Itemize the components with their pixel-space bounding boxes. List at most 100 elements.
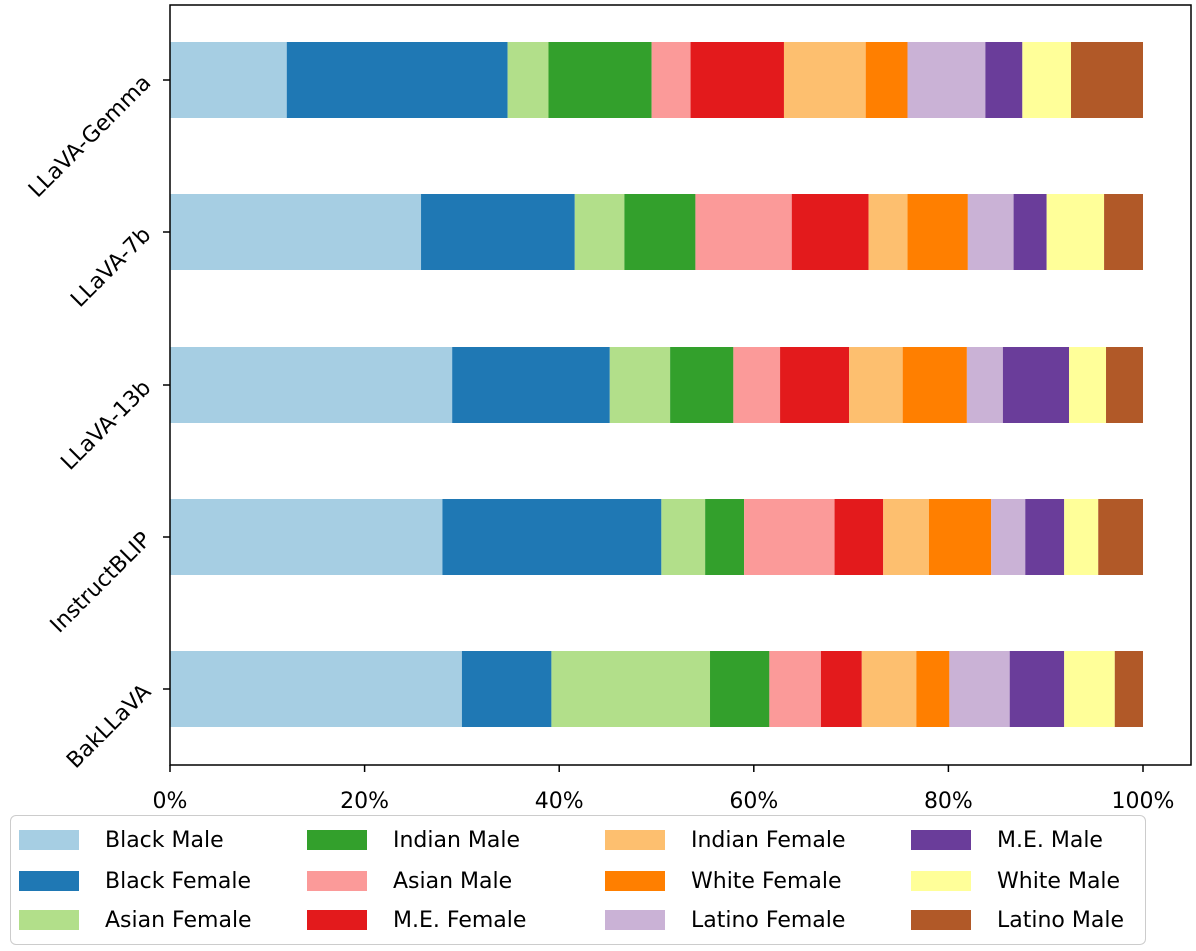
- bar-segment-7-3: [928, 499, 992, 575]
- y-axis: LLaVA-Gemma LLaVA-7b LLaVA-13b InstructBLIP…: [24, 71, 170, 774]
- bar-segment-1-2: [452, 347, 610, 423]
- legend-swatch: [19, 830, 79, 850]
- legend-label: Black Female: [105, 868, 252, 894]
- legend-label: Latino Female: [691, 907, 846, 933]
- bar-segment-9-4: [1009, 651, 1065, 727]
- bar-segment-11-2: [1106, 347, 1143, 423]
- legend-label: Asian Male: [393, 868, 513, 894]
- legend-swatch: [605, 871, 665, 891]
- bar-segment-10-1: [1046, 194, 1105, 270]
- legend-label: Indian Male: [393, 827, 521, 853]
- legend-label: Indian Female: [691, 827, 846, 853]
- bar-segment-6-1: [868, 194, 908, 270]
- y-tick-label: LLaVA-Gemma: [24, 71, 156, 203]
- legend-item: Black Male: [19, 822, 224, 858]
- legend-item: Asian Female: [19, 902, 252, 938]
- legend-swatch: [307, 871, 367, 891]
- bar-segment-4-4: [769, 651, 821, 727]
- legend: Black Male Black Female Asian Female Indian…: [10, 815, 1146, 945]
- y-tick-label: LLaVA-7b: [66, 223, 156, 313]
- legend-label: M.E. Male: [997, 827, 1103, 853]
- bar-segment-3-2: [670, 347, 734, 423]
- x-tick-label: 40%: [535, 789, 584, 814]
- bar-segment-3-1: [624, 194, 696, 270]
- bar-segment-10-2: [1069, 347, 1107, 423]
- x-axis: 0% 20% 40% 60% 80% 100%: [153, 765, 1175, 814]
- bar-segment-8-3: [991, 499, 1026, 575]
- bar-segment-8-0: [907, 42, 986, 118]
- bar-segment-0-1: [170, 194, 422, 270]
- bar-segment-0-4: [170, 651, 462, 727]
- bar-segment-4-3: [744, 499, 835, 575]
- bar-segment-3-4: [710, 651, 770, 727]
- bar-segment-4-2: [733, 347, 781, 423]
- bar-segment-2-3: [661, 499, 706, 575]
- legend-item: Indian Male: [307, 822, 520, 858]
- legend-label: Asian Female: [105, 907, 252, 933]
- legend-item: Indian Female: [605, 822, 845, 858]
- legend-label: Black Male: [105, 827, 224, 853]
- bar-segment-4-1: [695, 194, 792, 270]
- bar-segment-8-1: [967, 194, 1014, 270]
- legend-label: Latino Male: [997, 907, 1124, 933]
- legend-label: White Male: [997, 868, 1121, 894]
- bar-segment-5-2: [780, 347, 850, 423]
- bar-segment-2-0: [507, 42, 549, 118]
- bar-segment-0-0: [170, 42, 287, 118]
- x-tick-label: 60%: [729, 789, 778, 814]
- y-tick-label: InstructBLIP: [46, 528, 157, 639]
- x-tick-label: 20%: [340, 789, 389, 814]
- bar-segment-9-1: [1013, 194, 1047, 270]
- bar-segment-11-3: [1098, 499, 1143, 575]
- legend-swatch: [307, 830, 367, 850]
- bar-segment-1-4: [461, 651, 552, 727]
- x-tick-label: 100%: [1112, 789, 1175, 814]
- legend-swatch: [605, 910, 665, 930]
- y-tick-label: LLaVA-13b: [56, 376, 156, 476]
- legend-item: Black Female: [19, 863, 251, 899]
- bar-segment-5-3: [834, 499, 884, 575]
- bar-segment-6-3: [883, 499, 929, 575]
- legend-swatch: [911, 871, 971, 891]
- legend-swatch: [19, 871, 79, 891]
- bar-segment-5-4: [820, 651, 862, 727]
- bar-segment-7-4: [916, 651, 950, 727]
- bar-segment-4-0: [651, 42, 691, 118]
- legend-label: M.E. Female: [393, 907, 527, 933]
- bar-segment-0-3: [170, 499, 443, 575]
- legend-label: White Female: [691, 868, 842, 894]
- legend-item: Asian Male: [307, 863, 512, 899]
- bar-segment-7-0: [865, 42, 908, 118]
- bar-segment-10-3: [1064, 499, 1099, 575]
- bar-segment-2-2: [609, 347, 671, 423]
- legend-item: Latino Male: [911, 902, 1124, 938]
- bar-segment-3-3: [705, 499, 745, 575]
- legend-item: White Male: [911, 863, 1120, 899]
- y-tick-label: BakLLaVA: [62, 680, 156, 774]
- bar-segment-7-1: [907, 194, 968, 270]
- bar-segment-8-4: [949, 651, 1010, 727]
- bar-segment-10-0: [1022, 42, 1071, 118]
- legend-item: M.E. Female: [307, 902, 526, 938]
- bar-segment-8-2: [966, 347, 1003, 423]
- bar-segment-2-4: [551, 651, 711, 727]
- bar-segment-5-1: [791, 194, 869, 270]
- bar-segment-2-1: [574, 194, 625, 270]
- bar-segment-11-1: [1104, 194, 1143, 270]
- bar-segment-9-3: [1025, 499, 1065, 575]
- bar-segment-9-2: [1002, 347, 1070, 423]
- bar-segment-11-4: [1114, 651, 1143, 727]
- bar-segment-1-1: [421, 194, 575, 270]
- legend-item: Latino Female: [605, 902, 845, 938]
- bar-segment-6-4: [861, 651, 917, 727]
- bar-segment-6-0: [783, 42, 866, 118]
- bar-segment-11-0: [1070, 42, 1143, 118]
- legend-item: M.E. Male: [911, 822, 1103, 858]
- bars-group: [170, 42, 1143, 727]
- bar-segment-9-0: [985, 42, 1023, 118]
- legend-swatch: [307, 910, 367, 930]
- x-tick-label: 80%: [924, 789, 973, 814]
- bar-segment-3-0: [548, 42, 652, 118]
- bar-segment-1-0: [286, 42, 508, 118]
